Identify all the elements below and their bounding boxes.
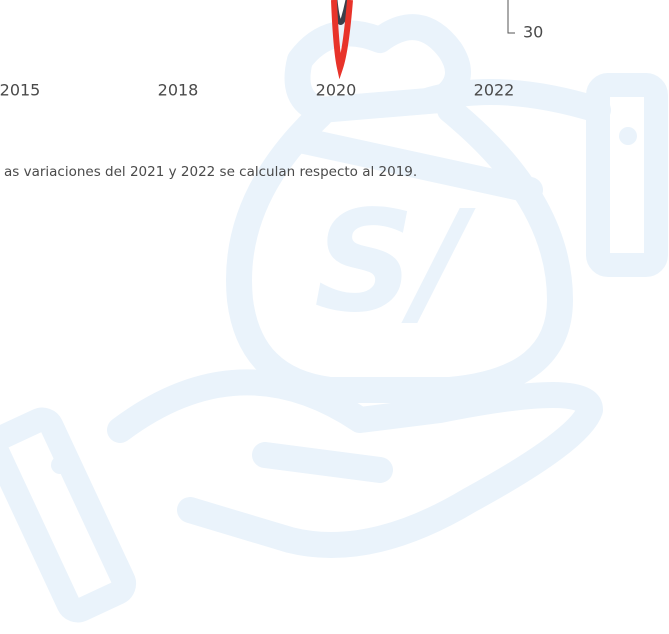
- svg-text:S/: S/: [314, 181, 476, 344]
- y-tick-label: 30: [523, 23, 543, 42]
- axis-bracket: [507, 0, 515, 34]
- x-tick-label: 2020: [316, 81, 357, 100]
- x-tick-label: 2022: [474, 81, 515, 100]
- x-tick-label: 2015: [0, 81, 40, 100]
- background-illustration: S/: [0, 14, 668, 623]
- footnote: as variaciones del 2021 y 2022 se calcul…: [4, 164, 417, 180]
- line-red: [331, 0, 353, 80]
- x-tick-label: 2018: [158, 81, 199, 100]
- series-fragments: [331, 0, 353, 80]
